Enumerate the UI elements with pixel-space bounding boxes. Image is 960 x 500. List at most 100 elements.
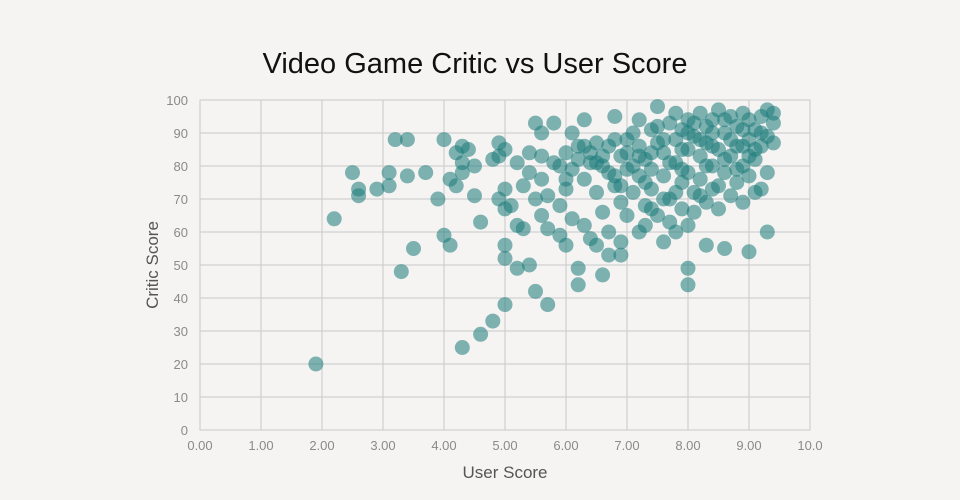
data-point — [680, 217, 696, 233]
data-point — [717, 165, 733, 181]
y-tick-label: 70 — [174, 192, 188, 207]
data-point — [436, 132, 452, 148]
data-point — [711, 178, 726, 194]
y-tick-label: 10 — [174, 390, 188, 405]
data-point — [765, 105, 781, 121]
x-tick-label: 6.00 — [553, 438, 578, 453]
data-point — [552, 198, 568, 214]
data-point — [668, 224, 684, 240]
data-point — [589, 155, 604, 171]
x-tick-label: 10.0 — [797, 438, 822, 453]
data-point — [656, 168, 672, 184]
data-point — [765, 135, 781, 151]
data-point — [643, 161, 659, 177]
data-point — [540, 297, 556, 313]
data-point — [753, 181, 769, 197]
data-point — [674, 161, 690, 177]
data-point — [692, 132, 708, 148]
x-tick-label: 3.00 — [370, 438, 395, 453]
x-tick-label: 1.00 — [248, 438, 273, 453]
data-point — [454, 165, 470, 181]
data-points — [308, 99, 781, 372]
data-point — [540, 188, 556, 204]
y-tick-label: 60 — [174, 225, 188, 240]
data-point — [521, 257, 537, 273]
x-axis-title: User Score — [462, 463, 547, 482]
data-point — [643, 145, 659, 161]
data-point — [473, 214, 489, 230]
data-point — [668, 105, 684, 121]
y-tick-label: 20 — [174, 357, 188, 372]
y-axis-ticks: 0 10 20 30 40 50 60 70 80 90 100 — [166, 93, 188, 438]
data-point — [601, 224, 617, 240]
data-point — [735, 138, 751, 154]
data-point — [558, 145, 574, 161]
data-point — [534, 208, 550, 223]
x-tick-label: 2.00 — [309, 438, 334, 453]
data-point — [564, 211, 580, 227]
data-point — [650, 99, 665, 115]
data-point — [613, 194, 629, 210]
data-point — [442, 237, 458, 253]
data-point — [735, 122, 751, 138]
data-point — [717, 151, 733, 167]
data-point — [430, 191, 446, 207]
data-point — [692, 171, 708, 187]
data-point — [686, 204, 702, 220]
plot-frame — [199, 99, 811, 431]
data-point — [631, 112, 647, 128]
x-tick-label: 0.00 — [187, 438, 212, 453]
data-point — [613, 148, 629, 164]
data-point — [717, 112, 733, 128]
data-point — [534, 125, 550, 141]
data-point — [704, 138, 720, 154]
x-tick-label: 8.00 — [675, 438, 700, 453]
x-axis-ticks: 0.00 1.00 2.00 3.00 4.00 5.00 6.00 7.00 8.00 9.00… — [187, 438, 822, 453]
data-point — [576, 112, 592, 128]
data-point — [601, 247, 617, 263]
x-tick-label: 9.00 — [736, 438, 761, 453]
data-point — [528, 283, 543, 299]
data-point — [637, 217, 653, 233]
data-point — [552, 158, 568, 174]
data-point — [662, 155, 678, 171]
data-point — [613, 178, 629, 194]
data-point — [515, 178, 531, 194]
data-point — [406, 241, 421, 256]
data-point — [326, 211, 342, 227]
data-point — [351, 188, 367, 204]
data-point — [503, 198, 519, 214]
data-point — [698, 158, 714, 174]
x-tick-label: 5.00 — [492, 438, 517, 453]
data-point — [698, 237, 714, 253]
data-point — [668, 184, 684, 200]
data-point — [497, 250, 513, 266]
data-point — [759, 165, 775, 181]
data-point — [595, 267, 611, 283]
data-point — [576, 138, 592, 154]
data-point — [674, 201, 690, 217]
data-point — [521, 165, 537, 181]
data-point — [467, 188, 482, 204]
data-point — [741, 244, 757, 260]
data-point — [619, 132, 635, 148]
data-point — [528, 191, 543, 207]
data-point — [680, 260, 696, 276]
data-point — [381, 165, 397, 181]
data-point — [399, 168, 415, 184]
y-tick-label: 50 — [174, 258, 188, 273]
data-point — [729, 175, 745, 190]
data-point — [680, 277, 696, 293]
data-point — [540, 221, 556, 237]
data-point — [674, 142, 690, 157]
data-point — [534, 148, 550, 164]
y-tick-label: 100 — [166, 93, 188, 108]
data-point — [393, 264, 409, 280]
data-point — [564, 125, 580, 141]
data-point — [625, 184, 641, 200]
y-tick-label: 80 — [174, 159, 188, 174]
data-point — [717, 241, 733, 256]
y-tick-label: 0 — [181, 423, 188, 438]
data-point — [723, 188, 739, 204]
